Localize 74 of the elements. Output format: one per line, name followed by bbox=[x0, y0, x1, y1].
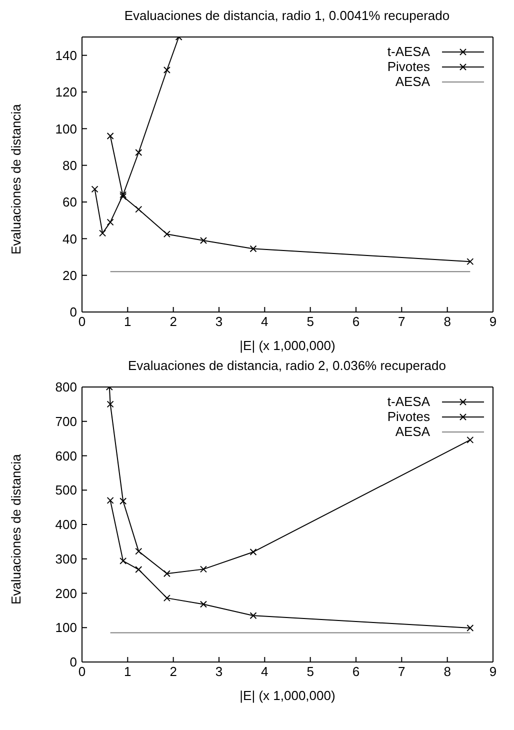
point bbox=[135, 548, 142, 555]
point bbox=[99, 230, 106, 237]
legend-label: t-AESA bbox=[387, 44, 430, 59]
y-tick-label: 140 bbox=[55, 48, 77, 63]
point bbox=[250, 548, 257, 556]
y-tick-label: 300 bbox=[55, 551, 77, 566]
y-tick-label: 20 bbox=[62, 268, 77, 283]
point bbox=[120, 557, 127, 564]
point bbox=[135, 149, 142, 156]
point bbox=[466, 624, 474, 632]
legend-label: t-AESA bbox=[387, 394, 430, 409]
point bbox=[91, 186, 98, 193]
x-tick-label: 5 bbox=[306, 664, 314, 680]
point bbox=[250, 612, 257, 620]
y-tick-label: 100 bbox=[55, 121, 77, 136]
x-tick-label: 3 bbox=[215, 314, 223, 330]
y-tick-label: 100 bbox=[55, 620, 77, 636]
x-tick-label: 2 bbox=[170, 314, 177, 330]
point bbox=[120, 498, 127, 505]
y-tick-label: 120 bbox=[55, 84, 77, 100]
x-tick-label: 5 bbox=[306, 314, 314, 330]
point bbox=[250, 245, 257, 252]
x-tick-label: 4 bbox=[261, 314, 268, 330]
point bbox=[106, 218, 114, 226]
y-axis-title: Evaluaciones de distancia bbox=[8, 453, 24, 604]
chart-title: Evaluaciones de distancia, radio 1, 0.0041% recuperado bbox=[123, 8, 451, 25]
x-tick-label: 9 bbox=[489, 314, 497, 330]
point bbox=[466, 436, 474, 444]
y-tick-label: 500 bbox=[55, 482, 77, 498]
y-tick-label: 80 bbox=[62, 158, 77, 173]
chart-title: Evaluaciones de distancia, radio 2, 0.036% recuperado bbox=[127, 358, 447, 375]
x-tick-label: 8 bbox=[444, 664, 451, 680]
x-tick-label: 8 bbox=[444, 314, 451, 330]
y-tick-label: 600 bbox=[55, 448, 77, 464]
y-tick-label: 40 bbox=[62, 231, 77, 246]
x-axis-title: |E| (x 1,000,000) bbox=[240, 338, 336, 353]
x-tick-label: 3 bbox=[215, 664, 223, 680]
x-tick-label: 9 bbox=[489, 664, 497, 680]
y-axis-title: Evaluaciones de distancia bbox=[8, 103, 24, 254]
point bbox=[120, 191, 127, 198]
point bbox=[163, 66, 170, 74]
y-tick-label: 800 bbox=[55, 380, 77, 395]
x-tick-label: 7 bbox=[398, 314, 406, 330]
x-tick-label: 2 bbox=[170, 664, 177, 680]
point bbox=[106, 496, 114, 504]
point bbox=[466, 258, 474, 266]
point bbox=[135, 206, 142, 213]
legend-label: AESA bbox=[395, 74, 430, 89]
point bbox=[163, 594, 170, 602]
x-tick-label: 6 bbox=[352, 314, 360, 330]
legend-label: AESA bbox=[395, 424, 430, 439]
point bbox=[163, 570, 170, 578]
x-axis-title: |E| (x 1,000,000) bbox=[240, 688, 336, 703]
y-tick-label: 400 bbox=[55, 517, 77, 532]
y-tick-label: 200 bbox=[55, 586, 77, 601]
point bbox=[106, 400, 114, 408]
x-tick-label: 1 bbox=[124, 664, 132, 680]
point bbox=[163, 230, 170, 238]
point bbox=[135, 566, 142, 574]
x-tick-label: 6 bbox=[352, 664, 360, 680]
point bbox=[200, 600, 207, 608]
x-tick-label: 7 bbox=[398, 664, 406, 680]
y-tick-label: 0 bbox=[70, 304, 77, 320]
point bbox=[106, 132, 114, 140]
point bbox=[200, 237, 207, 244]
point bbox=[200, 566, 207, 573]
x-tick-label: 4 bbox=[261, 664, 268, 680]
legend-label: Pivotes bbox=[387, 409, 430, 424]
y-tick-label: 700 bbox=[55, 414, 77, 429]
y-tick-label: 60 bbox=[62, 194, 77, 210]
legend-label: Pivotes bbox=[387, 59, 430, 74]
y-tick-label: 0 bbox=[70, 654, 77, 670]
x-tick-label: 1 bbox=[124, 314, 132, 330]
point bbox=[120, 193, 127, 200]
